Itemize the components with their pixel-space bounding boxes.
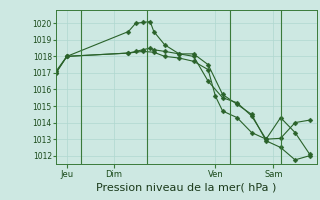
X-axis label: Pression niveau de la mer( hPa ): Pression niveau de la mer( hPa ): [96, 183, 276, 193]
